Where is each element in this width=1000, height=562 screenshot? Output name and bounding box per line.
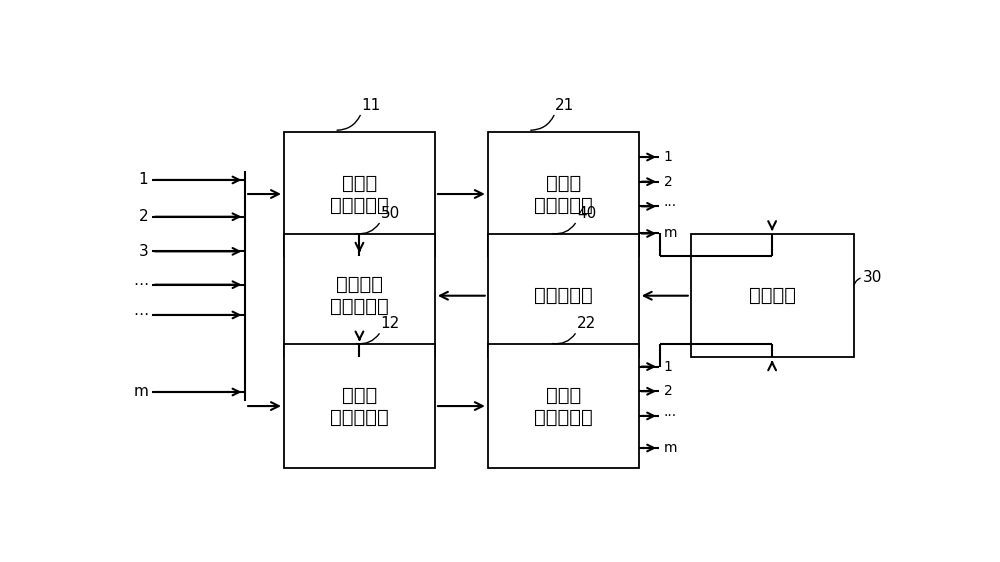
Text: 50: 50 bbox=[381, 206, 400, 221]
Text: 2: 2 bbox=[139, 209, 148, 224]
Text: m: m bbox=[664, 226, 677, 241]
Text: 3: 3 bbox=[138, 244, 148, 259]
Text: 第一数
字混频器组: 第一数 字混频器组 bbox=[330, 174, 389, 215]
Text: 21: 21 bbox=[555, 98, 574, 113]
Text: 2: 2 bbox=[664, 384, 672, 398]
Bar bbox=[284, 133, 435, 256]
Text: 1: 1 bbox=[139, 173, 148, 188]
Bar bbox=[488, 133, 639, 256]
Text: 第一低
通滤波器组: 第一低 通滤波器组 bbox=[534, 174, 593, 215]
Text: 11: 11 bbox=[361, 98, 381, 113]
Text: 12: 12 bbox=[381, 316, 400, 332]
Text: 鉴相器组: 鉴相器组 bbox=[749, 286, 796, 305]
Text: ⋯: ⋯ bbox=[133, 307, 148, 323]
Text: ···: ··· bbox=[664, 409, 677, 423]
Bar bbox=[284, 345, 435, 468]
Bar bbox=[488, 345, 639, 468]
Text: m: m bbox=[133, 384, 148, 400]
Text: ⋯: ⋯ bbox=[133, 277, 148, 292]
Bar bbox=[691, 234, 854, 357]
Text: 第二低
通滤波器组: 第二低 通滤波器组 bbox=[534, 386, 593, 427]
Bar bbox=[284, 234, 435, 357]
Text: ···: ··· bbox=[664, 200, 677, 214]
Text: m: m bbox=[664, 441, 677, 455]
Text: 第二数
字混频器组: 第二数 字混频器组 bbox=[330, 386, 389, 427]
Text: 1: 1 bbox=[664, 150, 672, 164]
Text: 2: 2 bbox=[664, 175, 672, 189]
Text: 30: 30 bbox=[863, 270, 882, 285]
Text: 40: 40 bbox=[577, 206, 596, 221]
Text: 环路滤波器: 环路滤波器 bbox=[534, 286, 593, 305]
Text: 1: 1 bbox=[664, 360, 672, 374]
Text: 载波数字
控制振荡器: 载波数字 控制振荡器 bbox=[330, 275, 389, 316]
Text: 22: 22 bbox=[577, 316, 596, 332]
Bar bbox=[488, 234, 639, 357]
